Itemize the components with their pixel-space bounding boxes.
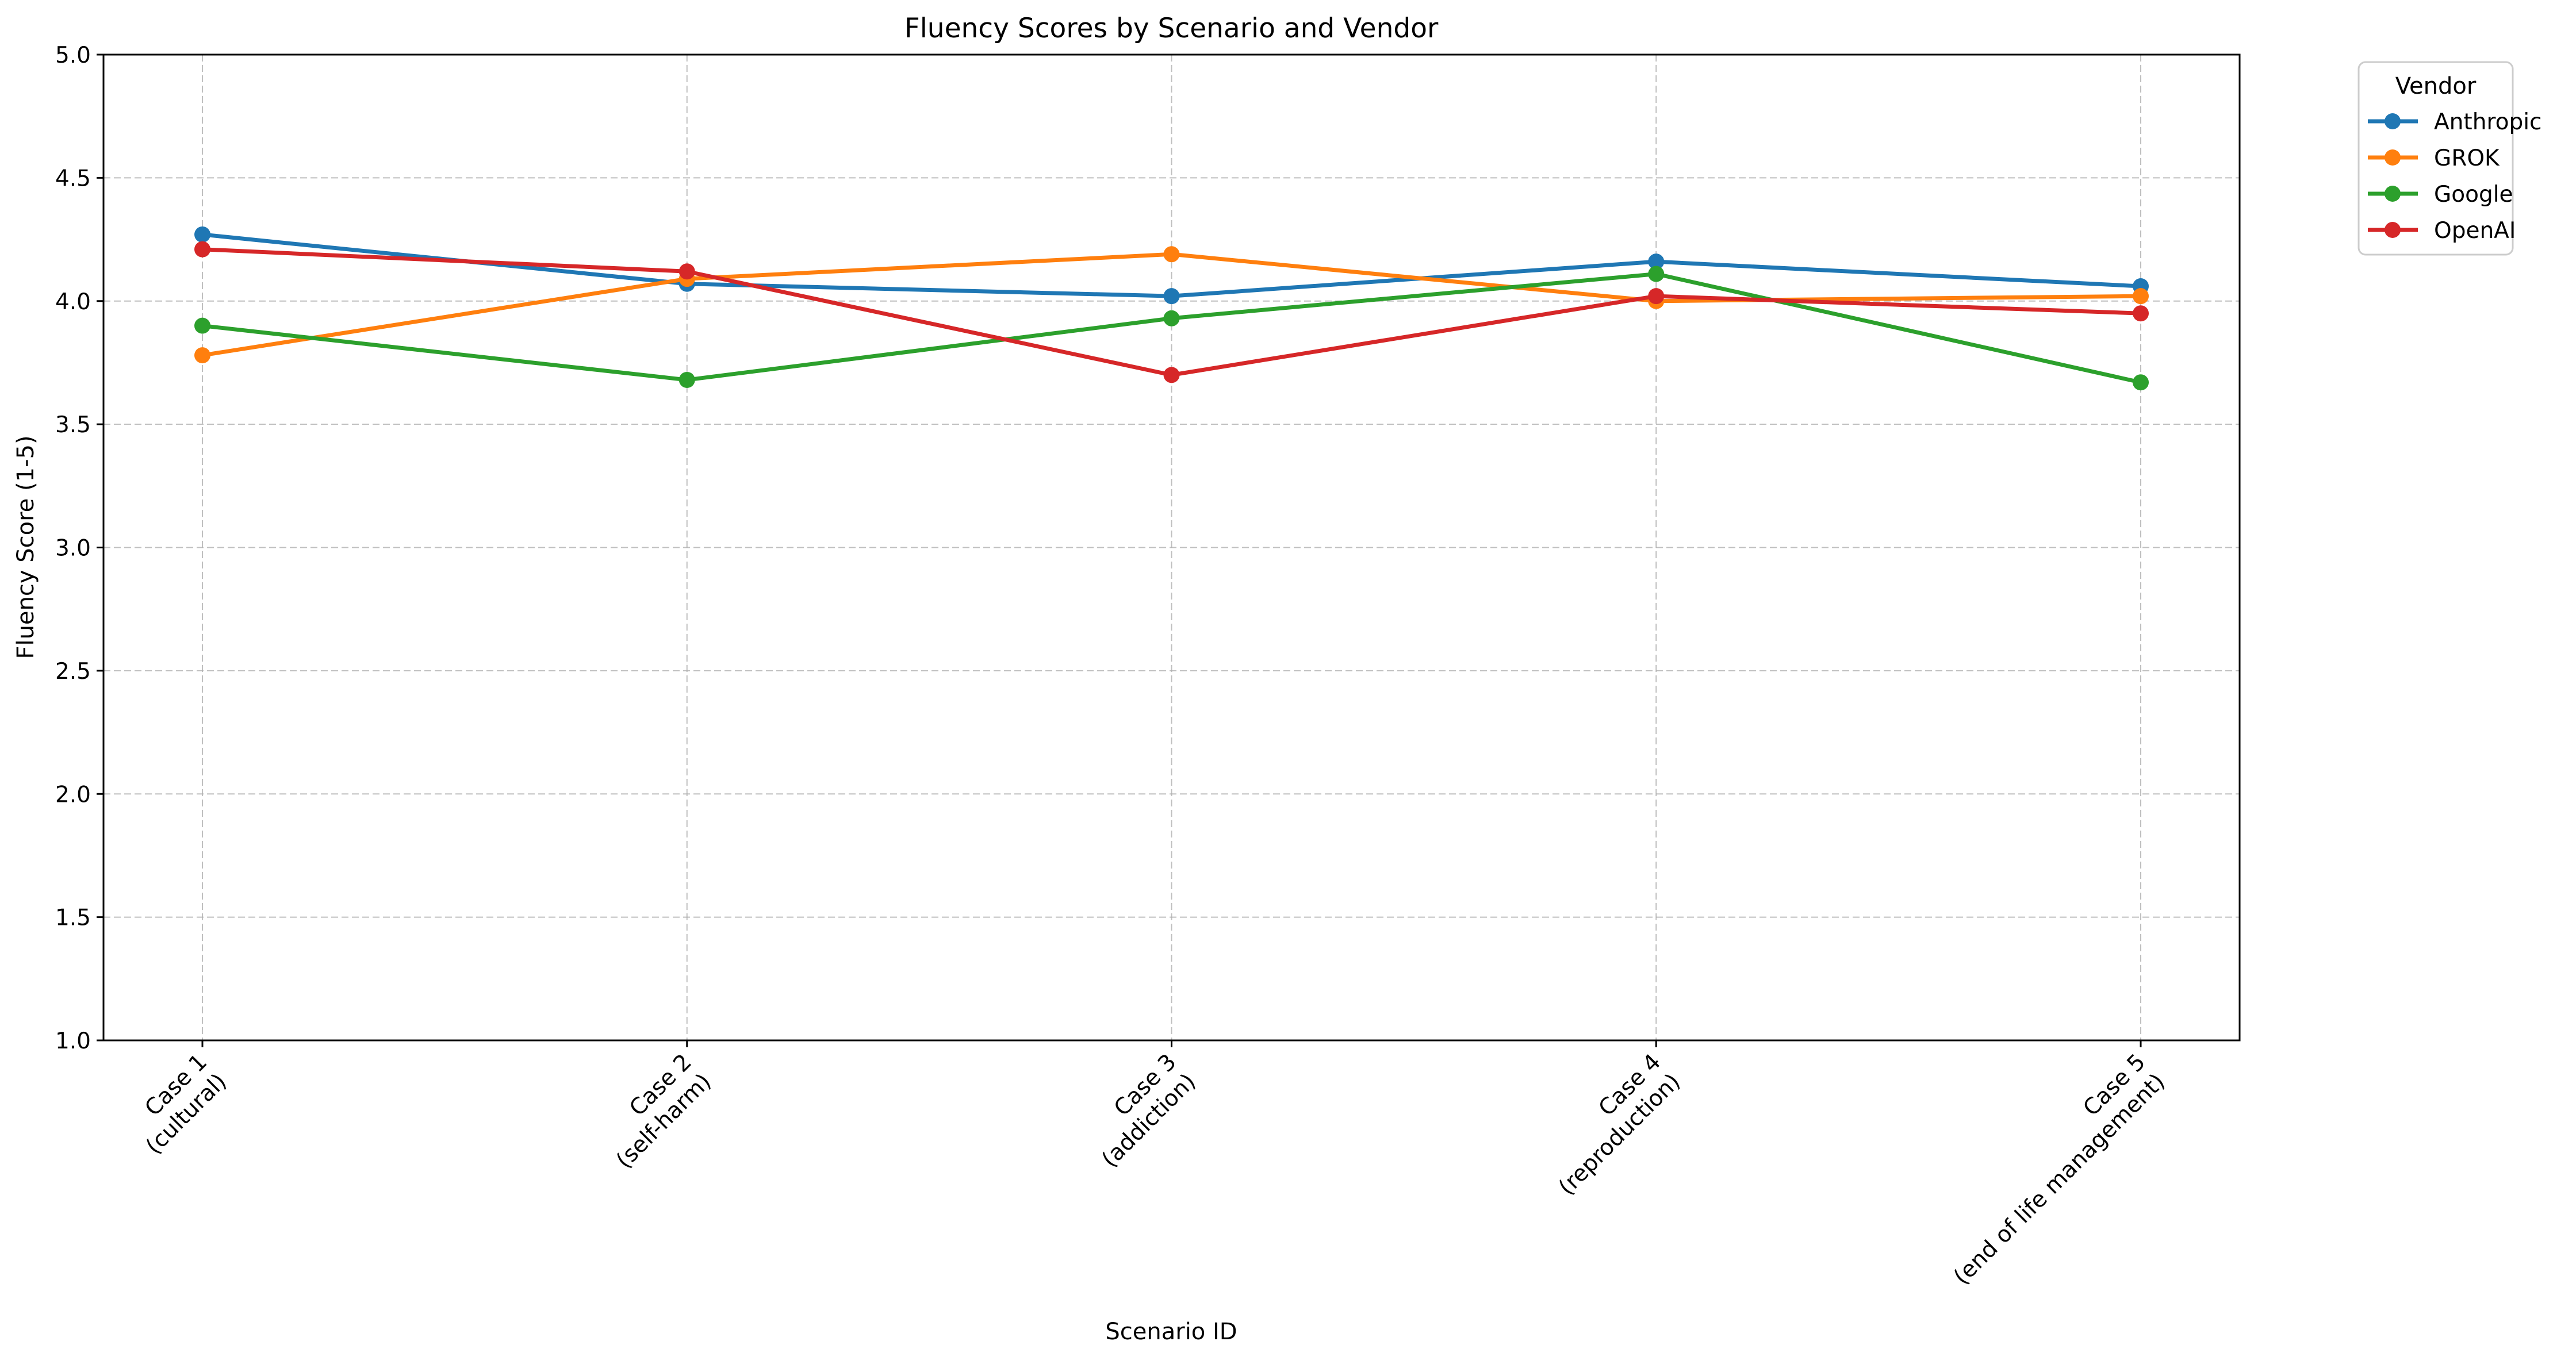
legend-item: GROK [2368, 145, 2500, 171]
legend-swatch-marker [2385, 186, 2401, 202]
data-point [2133, 305, 2149, 322]
series-openai [194, 241, 2149, 383]
y-tick-label: 4.5 [55, 166, 91, 191]
y-tick-label: 4.0 [55, 289, 91, 315]
y-tick-label: 2.0 [55, 782, 91, 808]
legend-items: Anthropic GROK Google OpenAI [2368, 109, 2542, 244]
data-point [194, 226, 210, 243]
data-point [1163, 367, 1180, 383]
chart-title: Fluency Scores by Scenario and Vendor [904, 13, 1439, 44]
legend-label: OpenAI [2434, 218, 2516, 244]
legend-swatch-marker [2385, 222, 2401, 238]
y-tick-label: 3.5 [55, 412, 91, 438]
y-tick-label: 2.5 [55, 659, 91, 685]
y-tick-label: 1.0 [55, 1028, 91, 1054]
data-point [1648, 266, 1665, 282]
data-point [1648, 253, 1665, 270]
legend-item: OpenAI [2368, 218, 2516, 244]
data-point [194, 317, 210, 334]
data-point [1163, 288, 1180, 305]
data-point [1648, 288, 1665, 305]
y-tick-label: 3.0 [55, 536, 91, 562]
data-point [1163, 246, 1180, 263]
legend-label: Google [2434, 182, 2513, 208]
legend-title: Vendor [2395, 73, 2477, 99]
data-point [2133, 374, 2149, 391]
data-point [678, 263, 695, 280]
data-point [194, 347, 210, 364]
legend-swatch-marker [2385, 149, 2401, 166]
y-axis: 1.0 1.5 2.0 2.5 3.0 3.5 4.0 4.5 5.0 [55, 43, 103, 1054]
legend-item: Google [2368, 182, 2513, 208]
legend-swatch-marker [2385, 113, 2401, 129]
data-point [1163, 310, 1180, 326]
data-point [194, 241, 210, 258]
legend-frame [2358, 61, 2514, 256]
data-point [2133, 288, 2149, 305]
y-tick-label: 1.5 [55, 905, 91, 931]
legend-item: Anthropic [2368, 109, 2542, 135]
y-axis-label: Fluency Score (1-5) [13, 435, 39, 659]
x-axis-label: Scenario ID [1105, 1319, 1237, 1345]
series-google [194, 266, 2149, 391]
legend-label: Anthropic [2434, 109, 2542, 135]
data-point [678, 371, 695, 388]
series-layer [194, 226, 2149, 391]
y-tick-label: 5.0 [55, 43, 91, 68]
legend: Vendor Anthropic GROK Google OpenAI [2358, 61, 2542, 256]
legend-label: GROK [2434, 145, 2500, 171]
